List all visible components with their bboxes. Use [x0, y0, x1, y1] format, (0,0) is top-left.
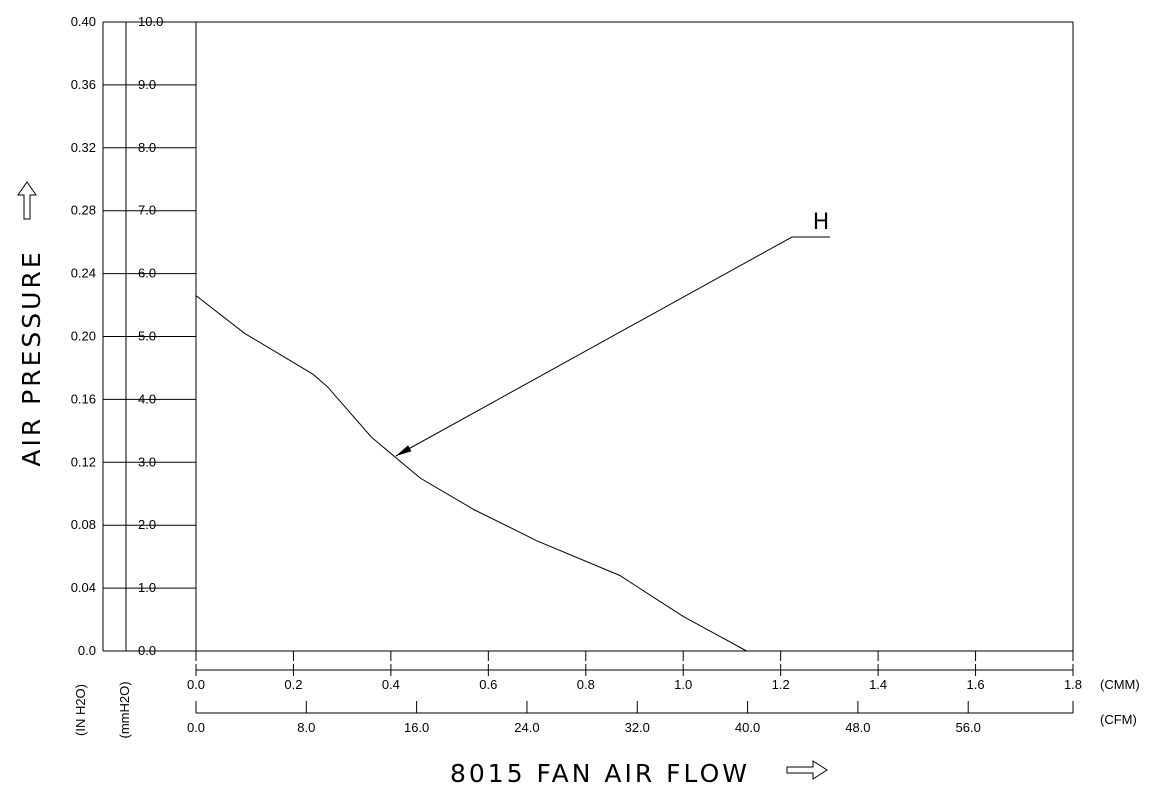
y-tick-label-inh2o: 0.36	[71, 77, 96, 92]
y-tick-label-mmh2o: 6.0	[138, 266, 156, 281]
y-unit-mmh2o: (mmH2O)	[117, 681, 132, 738]
y-tick-label-mmh2o: 1.0	[138, 580, 156, 595]
annotation-leader-line	[395, 236, 830, 457]
x-tick-label-cfm: 48.0	[845, 720, 870, 735]
y-tick-label-inh2o: 0.16	[71, 391, 96, 406]
axes-layer	[102, 21, 1074, 714]
x-tick-label-cmm: 1.6	[967, 677, 985, 692]
x-tick-label-cfm: 32.0	[625, 720, 650, 735]
y-tick-label-mmh2o: 2.0	[138, 517, 156, 532]
annotation-arrowhead-icon	[395, 445, 412, 456]
y-tick-label-mmh2o: 7.0	[138, 203, 156, 218]
x-tick-label-cmm: 0.6	[479, 677, 497, 692]
y-tick-label-mmh2o: 10.0	[138, 14, 163, 29]
x-tick-label-cmm: 1.0	[674, 677, 692, 692]
x-tick-label-cfm: 56.0	[956, 720, 981, 735]
fan-curve-line	[195, 295, 747, 652]
x-axis-arrow-icon	[786, 760, 828, 780]
y-tick-label-inh2o: 0.04	[71, 580, 96, 595]
x-tick-label-cfm: 40.0	[735, 720, 760, 735]
y-axis-title: AIR PRESSURE	[17, 249, 46, 466]
curves-layer	[195, 236, 830, 652]
y-tick-label-inh2o: 0.32	[71, 140, 96, 155]
y-tick-label-inh2o: 0.20	[71, 329, 96, 344]
y-tick-label-mmh2o: 5.0	[138, 329, 156, 344]
x-tick-label-cfm: 24.0	[514, 720, 539, 735]
y-tick-label-mmh2o: 0.0	[138, 643, 156, 658]
y-unit-inh2o: (IN H2O)	[73, 684, 88, 736]
y-tick-label-inh2o: 0.24	[71, 266, 96, 281]
y-axis-arrow-icon	[17, 181, 37, 220]
y-tick-label-mmh2o: 9.0	[138, 77, 156, 92]
y-tick-label-inh2o: 0.40	[71, 14, 96, 29]
x-unit-cfm: (CFM)	[1100, 712, 1137, 727]
y-tick-label-mmh2o: 8.0	[138, 140, 156, 155]
x-tick-label-cmm: 0.0	[187, 677, 205, 692]
x-unit-cmm: (CMM)	[1100, 677, 1140, 692]
x-tick-label-cfm: 0.0	[187, 720, 205, 735]
x-tick-label-cmm: 0.4	[382, 677, 400, 692]
y-tick-label-mmh2o: 3.0	[138, 454, 156, 469]
x-tick-label-cfm: 8.0	[297, 720, 315, 735]
y-tick-label-inh2o: 0.12	[71, 454, 96, 469]
x-axis-title: 8015 FAN AIR FLOW	[450, 759, 750, 785]
x-tick-label-cmm: 0.2	[284, 677, 302, 692]
y-tick-label-inh2o: 0.0	[78, 643, 96, 658]
y-tick-label-mmh2o: 4.0	[138, 391, 156, 406]
y-tick-label-inh2o: 0.28	[71, 203, 96, 218]
x-tick-label-cmm: 1.4	[869, 677, 887, 692]
plot-frame	[195, 21, 1074, 652]
labels-layer: 0.0 1.0 2.0 3.0 4.0 5.0 6.0 7.0 8.0 9.0 10.0 0.0 0.0…	[17, 14, 1140, 785]
x-tick-label-cmm: 1.2	[772, 677, 790, 692]
y-tick-label-inh2o: 0.08	[71, 517, 96, 532]
x-tick-label-cmm: 1.8	[1064, 677, 1082, 692]
x-tick-label-cfm: 16.0	[404, 720, 429, 735]
curve-label-h: H	[813, 210, 830, 235]
x-tick-label-cmm: 0.8	[577, 677, 595, 692]
